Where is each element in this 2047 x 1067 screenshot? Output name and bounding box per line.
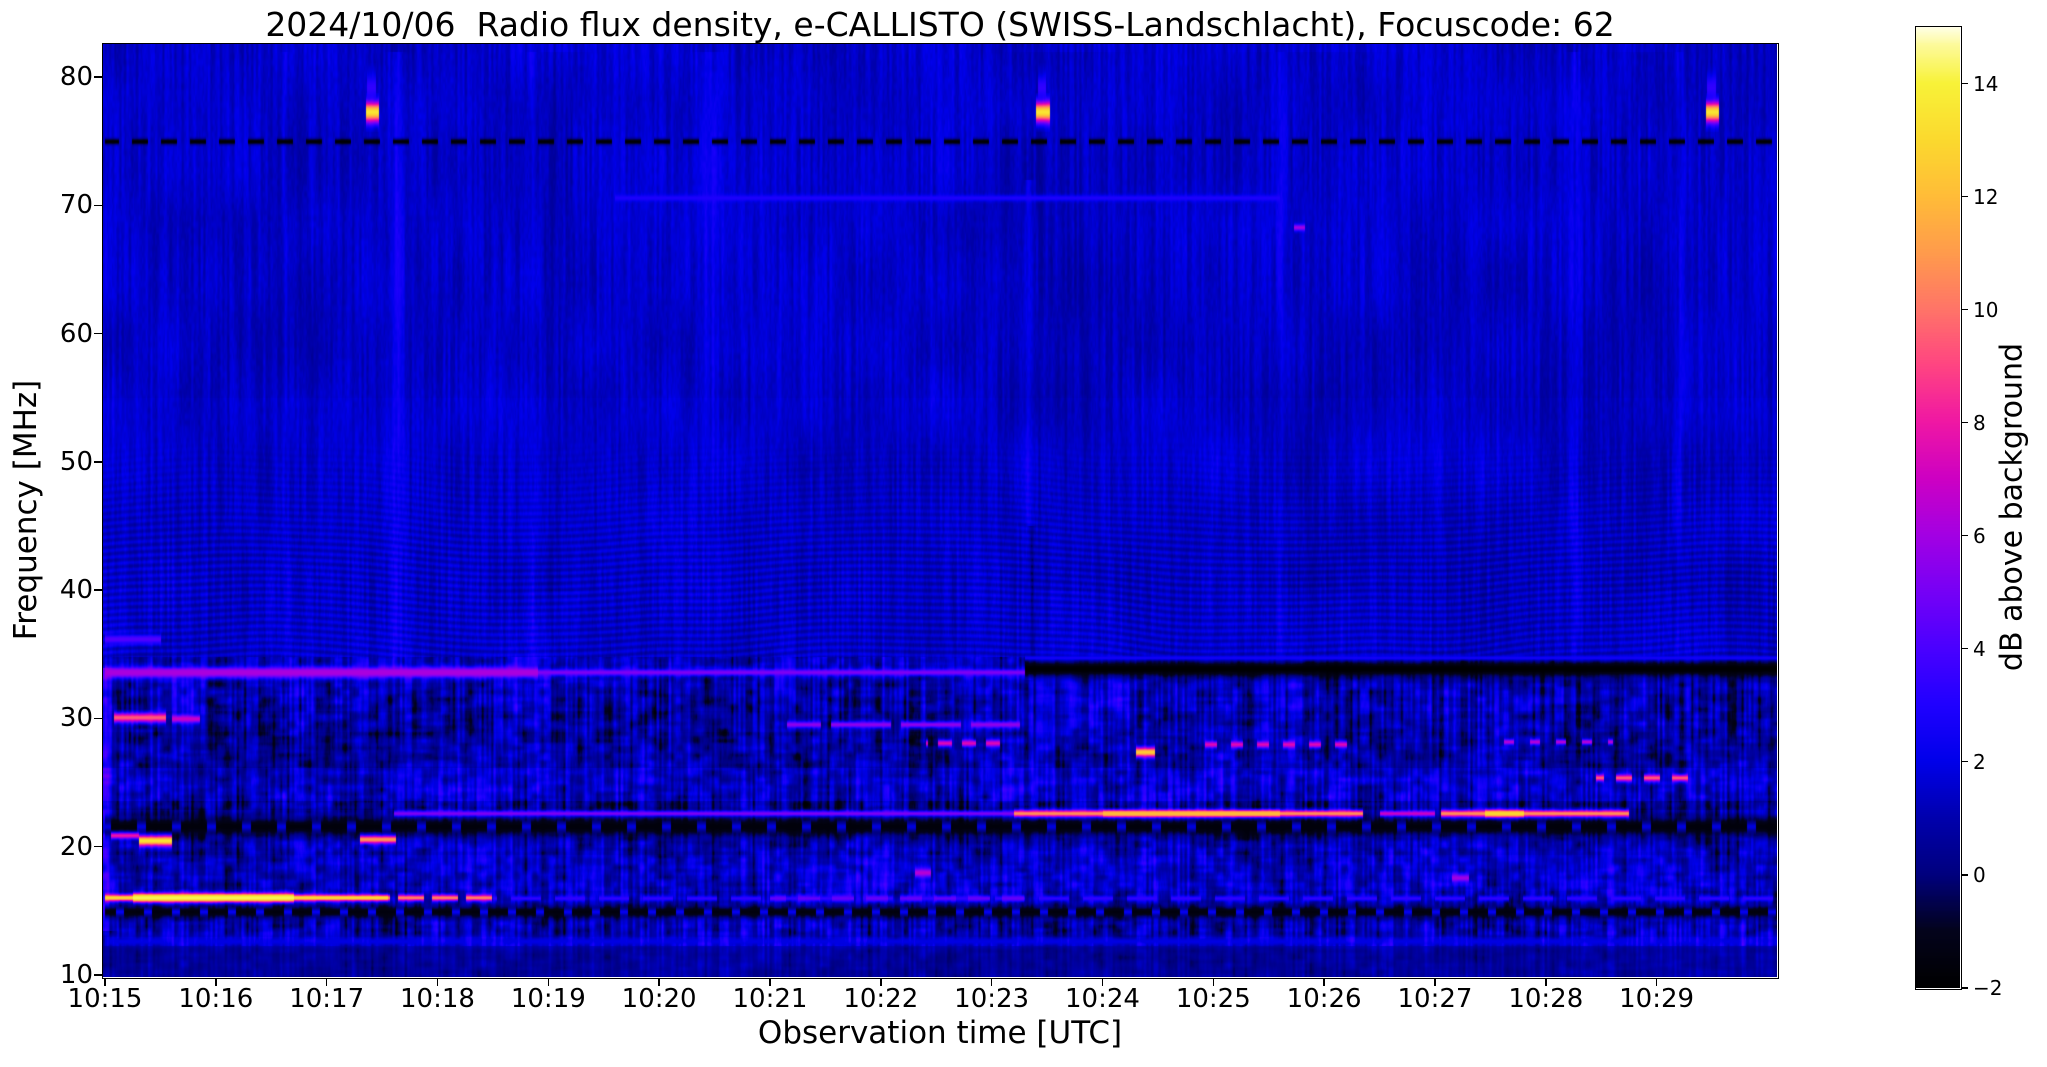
x-tick-mark bbox=[215, 978, 217, 986]
x-tick-mark bbox=[325, 978, 328, 986]
x-tick-label: 10:28 bbox=[1508, 984, 1584, 1014]
y-tick-label: 30 bbox=[59, 703, 93, 734]
colorbar-tick-label: 4 bbox=[1973, 636, 1986, 661]
colorbar-tick-label: 12 bbox=[1973, 184, 1999, 209]
colorbar-tick-mark bbox=[1961, 535, 1968, 537]
x-tick-label: 10:26 bbox=[1286, 984, 1362, 1014]
x-tick-mark bbox=[990, 978, 993, 986]
colorbar-tick-label: 8 bbox=[1973, 410, 1986, 435]
x-tick-mark bbox=[880, 978, 882, 986]
colorbar-label: dB above background bbox=[1994, 342, 2030, 672]
x-tick-label: 10:16 bbox=[178, 984, 254, 1014]
y-tick-label: 80 bbox=[59, 61, 93, 92]
x-tick-mark bbox=[658, 978, 660, 986]
x-tick-label: 10:21 bbox=[732, 984, 808, 1014]
y-tick-mark bbox=[94, 845, 102, 848]
y-tick-mark bbox=[94, 76, 102, 78]
x-tick-label: 10:19 bbox=[510, 984, 586, 1014]
y-tick-mark bbox=[94, 589, 102, 591]
colorbar-tick-label: 10 bbox=[1973, 297, 1999, 322]
x-tick-mark bbox=[547, 978, 550, 986]
colorbar-tick-mark bbox=[1961, 195, 1968, 198]
x-tick-label: 10:22 bbox=[843, 984, 919, 1014]
colorbar-tick-mark bbox=[1961, 422, 1968, 424]
colorbar-tick-mark bbox=[1961, 309, 1968, 311]
colorbar-tick-label: 0 bbox=[1973, 862, 1986, 887]
spectrogram-canvas bbox=[103, 44, 1777, 977]
y-tick-label: 60 bbox=[59, 318, 93, 349]
y-tick-label: 40 bbox=[59, 575, 93, 606]
x-tick-label: 10:23 bbox=[954, 984, 1030, 1014]
y-tick-mark bbox=[94, 461, 102, 463]
y-tick-mark bbox=[94, 974, 102, 976]
figure-title: 2024/10/06 Radio flux density, e-CALLIST… bbox=[265, 5, 1615, 44]
x-tick-mark bbox=[1101, 978, 1104, 986]
x-tick-mark bbox=[436, 978, 439, 986]
x-tick-mark bbox=[1655, 978, 1658, 986]
x-tick-mark bbox=[769, 978, 771, 986]
x-tick-mark bbox=[1434, 978, 1436, 986]
colorbar-tick-mark bbox=[1961, 82, 1968, 85]
x-tick-label: 10:18 bbox=[400, 984, 475, 1014]
x-tick-label: 10:17 bbox=[289, 984, 365, 1014]
y-axis-label: Frequency [MHz] bbox=[8, 379, 44, 641]
x-tick-mark bbox=[104, 978, 106, 986]
x-axis-label: Observation time [UTC] bbox=[757, 1015, 1123, 1051]
y-tick-mark bbox=[94, 204, 102, 207]
x-tick-mark bbox=[1212, 978, 1215, 986]
y-tick-label: 20 bbox=[59, 831, 93, 862]
x-tick-mark bbox=[1323, 978, 1325, 986]
y-tick-mark bbox=[94, 717, 102, 720]
colorbar-tick-mark bbox=[1961, 987, 1968, 989]
x-tick-mark bbox=[1545, 978, 1547, 986]
colorbar-tick-label: 14 bbox=[1973, 71, 1999, 96]
y-tick-label: 70 bbox=[59, 190, 93, 221]
colorbar-tick-mark bbox=[1961, 761, 1968, 763]
x-tick-label: 10:15 bbox=[67, 984, 143, 1014]
x-tick-label: 10:29 bbox=[1619, 984, 1695, 1014]
x-tick-label: 10:24 bbox=[1065, 984, 1140, 1014]
colorbar-tick-label: 6 bbox=[1973, 523, 1986, 548]
colorbar-tick-mark bbox=[1961, 874, 1968, 876]
colorbar-tick-label: −2 bbox=[1973, 976, 2003, 1000]
y-tick-label: 10 bbox=[59, 960, 93, 990]
colorbar-gradient bbox=[1916, 27, 1960, 988]
colorbar-tick-mark bbox=[1961, 648, 1968, 650]
x-tick-label: 10:27 bbox=[1397, 984, 1473, 1014]
x-tick-label: 10:20 bbox=[621, 984, 697, 1014]
y-tick-mark bbox=[94, 332, 102, 335]
x-tick-label: 10:25 bbox=[1175, 984, 1251, 1014]
y-tick-label: 50 bbox=[59, 446, 93, 477]
colorbar-tick-label: 2 bbox=[1973, 749, 1986, 774]
